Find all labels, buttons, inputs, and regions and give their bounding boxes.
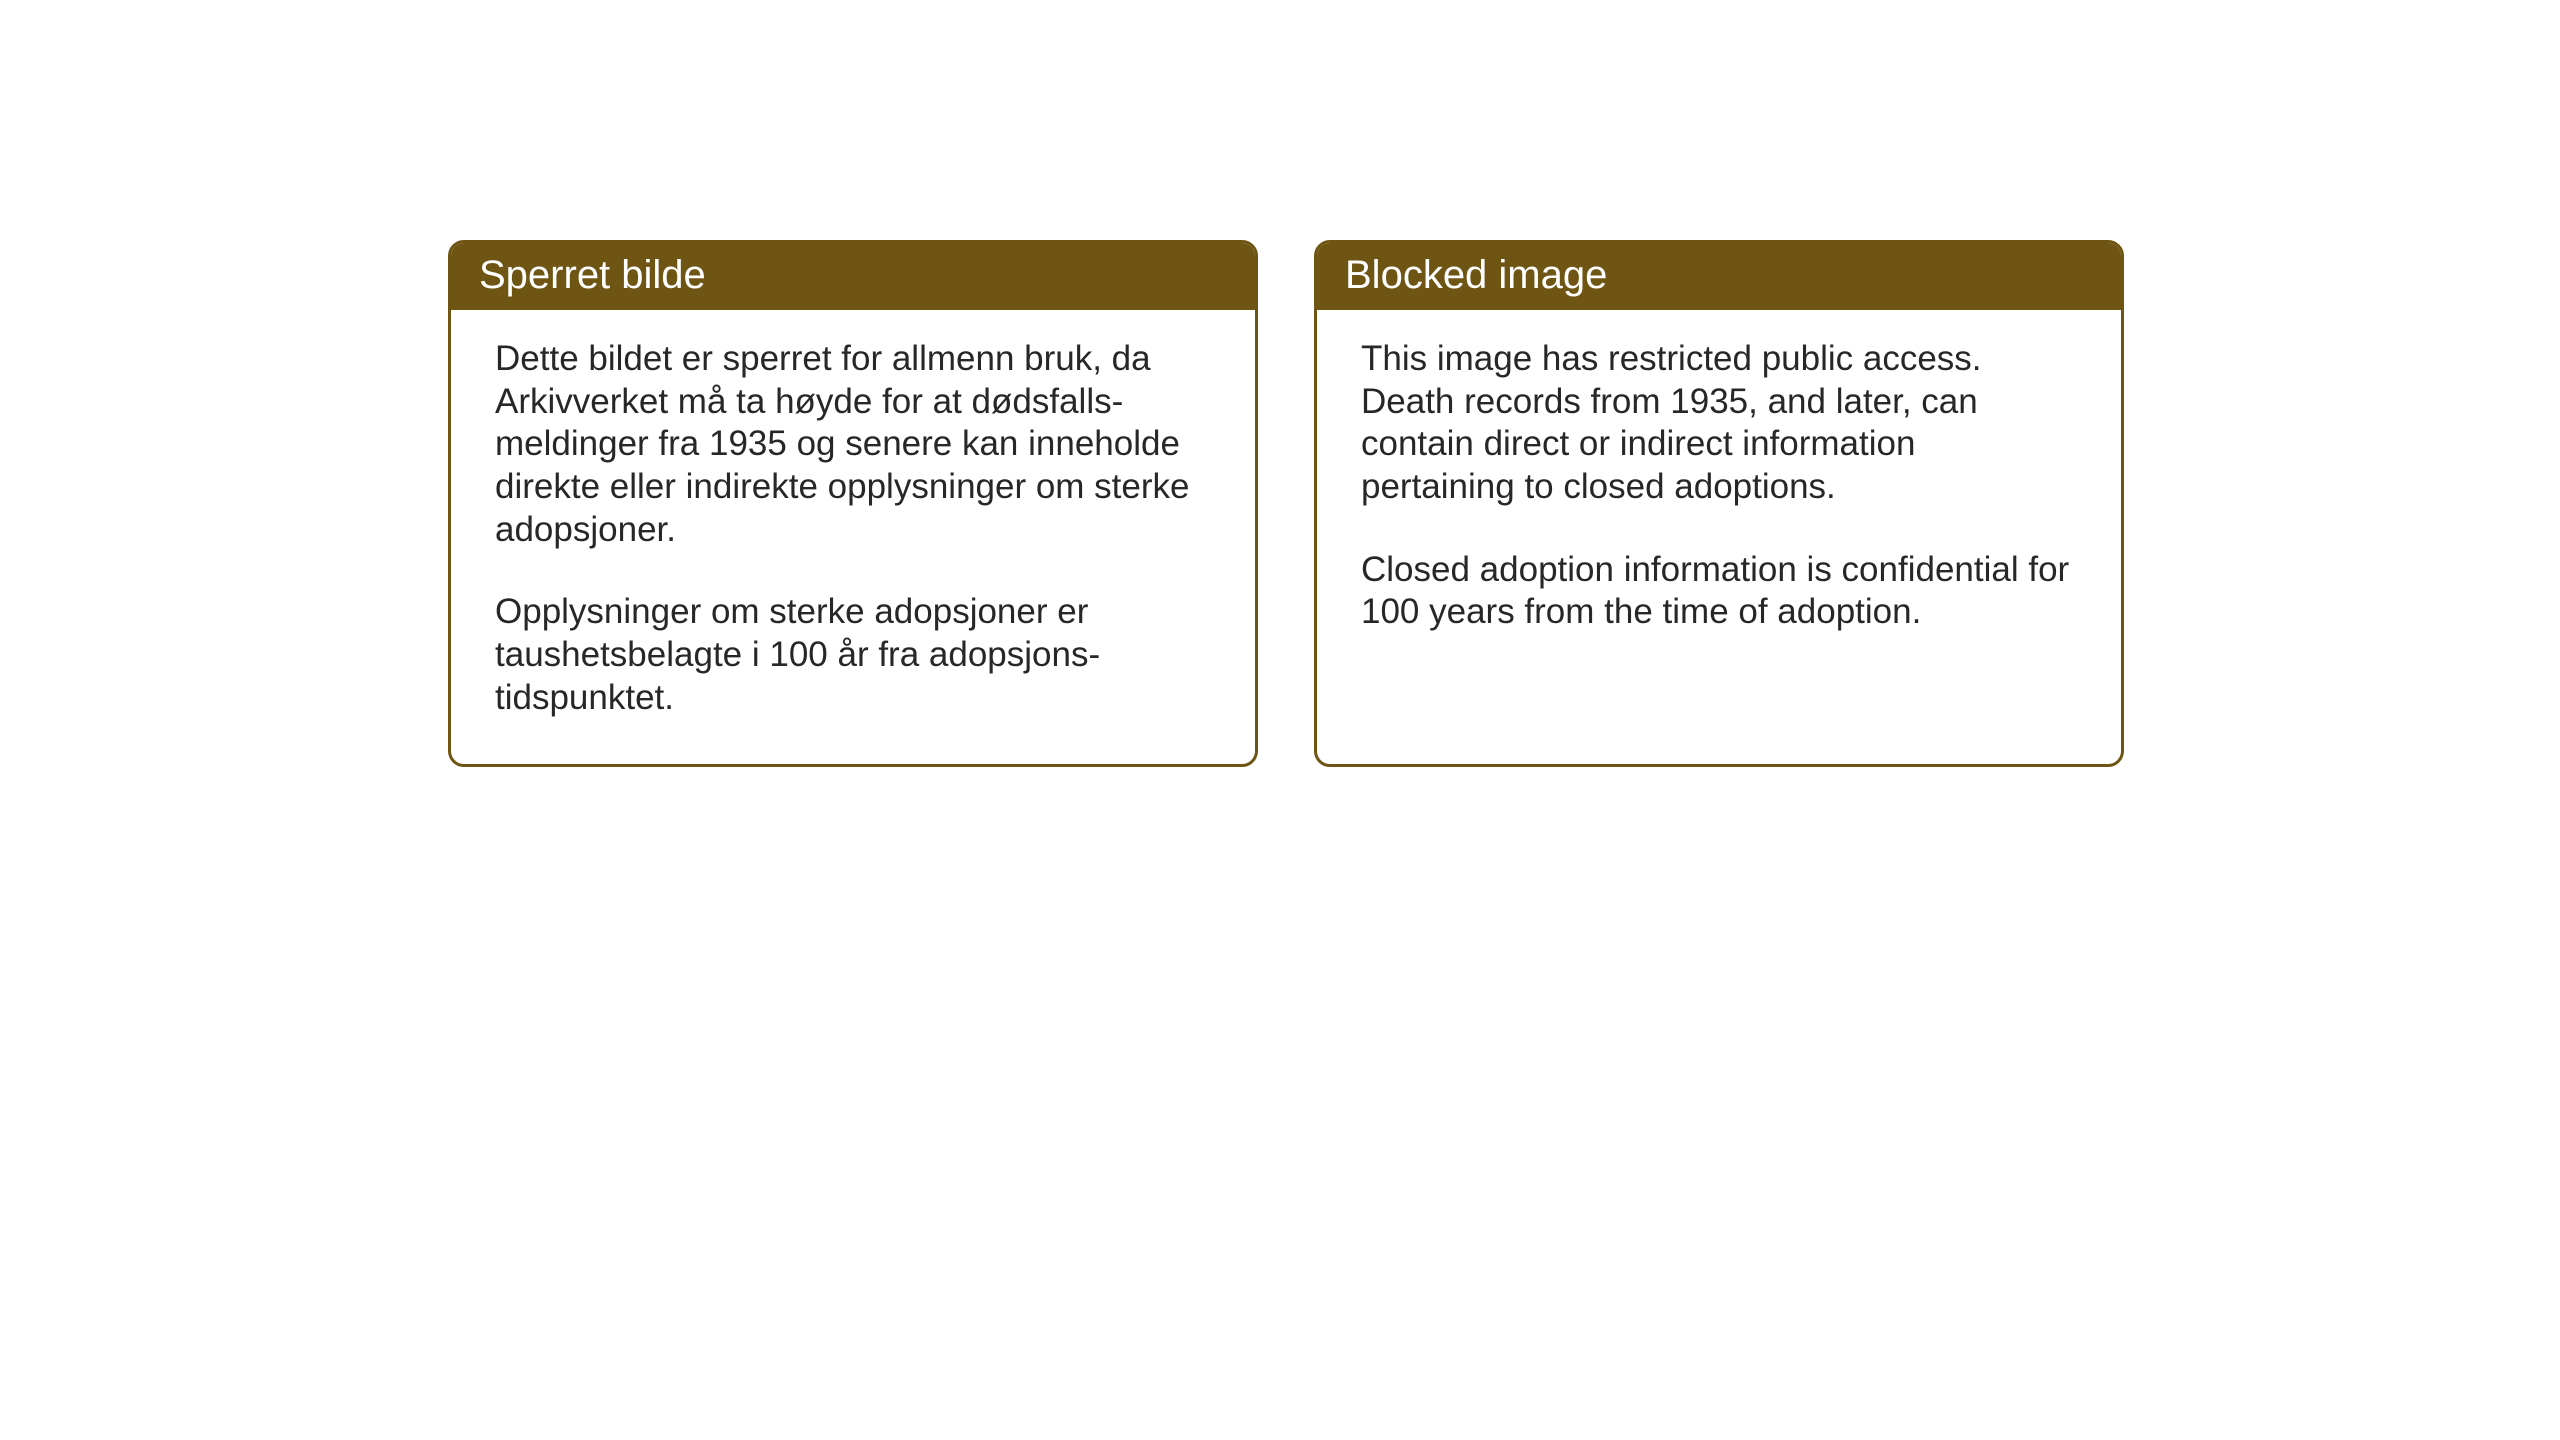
notice-header-english: Blocked image	[1317, 243, 2121, 310]
notice-body-english: This image has restricted public access.…	[1317, 310, 2121, 750]
notice-card-english: Blocked image This image has restricted …	[1314, 240, 2124, 767]
notice-paragraph: Closed adoption information is confident…	[1361, 549, 2077, 634]
notice-container: Sperret bilde Dette bildet er sperret fo…	[448, 240, 2124, 767]
notice-paragraph: Dette bildet er sperret for allmenn bruk…	[495, 338, 1211, 551]
notice-header-norwegian: Sperret bilde	[451, 243, 1255, 310]
notice-paragraph: Opplysninger om sterke adopsjoner er tau…	[495, 591, 1211, 719]
notice-card-norwegian: Sperret bilde Dette bildet er sperret fo…	[448, 240, 1258, 767]
notice-paragraph: This image has restricted public access.…	[1361, 338, 2077, 509]
notice-body-norwegian: Dette bildet er sperret for allmenn bruk…	[451, 310, 1255, 764]
